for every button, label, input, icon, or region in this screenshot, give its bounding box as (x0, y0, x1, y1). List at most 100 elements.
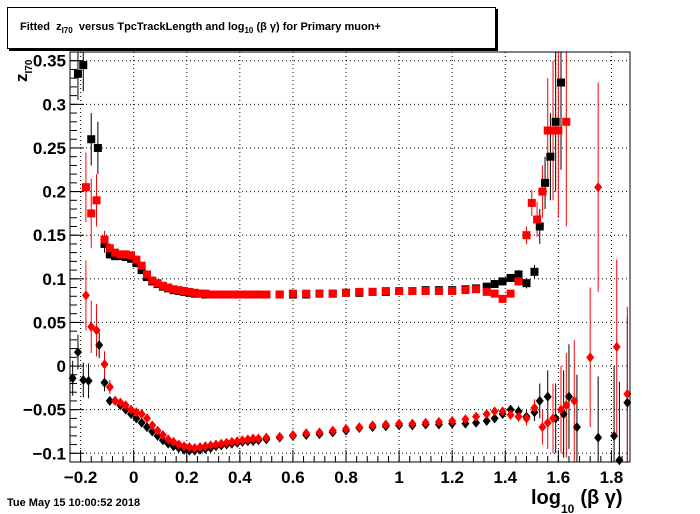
data-point-diamond (586, 352, 595, 363)
data-point-square (142, 270, 151, 279)
x-tick-label: 1.2 (440, 468, 464, 487)
data-point-square (434, 287, 443, 296)
data-point-diamond (421, 417, 430, 428)
data-point-diamond (84, 375, 93, 386)
data-point-diamond (243, 434, 252, 445)
data-point-square (448, 287, 457, 296)
x-tick-label: 0.4 (228, 468, 252, 487)
data-point-diamond (249, 433, 258, 444)
data-point-square (227, 290, 236, 299)
y-tick-label: −0.1 (32, 444, 66, 463)
data-point-diamond (514, 406, 523, 417)
x-tick-label: 0.8 (334, 468, 358, 487)
data-point-diamond (535, 395, 544, 406)
data-point-square (222, 290, 231, 299)
data-point-diamond (201, 441, 210, 452)
x-tick-label: 1.6 (547, 468, 571, 487)
data-point-diamond (302, 428, 311, 439)
title-suffix: (β γ) for Primary muon+ (256, 20, 381, 33)
y-tick-label: 0.05 (33, 313, 66, 332)
y-axis-title: zI70 (12, 59, 35, 82)
data-point-diamond (570, 395, 579, 406)
data-point-diamond (121, 400, 130, 411)
data-point-diamond (227, 436, 236, 447)
data-point-square (100, 239, 109, 248)
data-point-square (498, 277, 507, 286)
data-point-diamond (482, 409, 491, 420)
data-point-diamond (448, 416, 457, 426)
data-point-diamond (408, 418, 417, 429)
data-point-square (87, 209, 96, 218)
data-point-square (169, 285, 178, 294)
data-point-diamond (543, 391, 552, 402)
data-point-square (482, 282, 491, 291)
data-point-diamond (342, 423, 351, 434)
data-point-square (206, 290, 215, 299)
y-axis-title-sub: I70 (24, 59, 35, 73)
data-point-square (302, 289, 311, 298)
data-point-square (408, 287, 417, 296)
data-point-diamond (196, 442, 205, 453)
data-point-square (556, 78, 565, 87)
tick-labels: −0.2 0 0.2 0.4 0.6 0.8 1 1.2 1.4 1.6 1.8 −0.1 −0.05 0… (23, 52, 623, 487)
data-point-square (87, 135, 96, 144)
data-point-square (461, 286, 470, 295)
data-point-diamond (594, 182, 603, 193)
x-tick-label: −0.2 (64, 468, 98, 487)
data-point-diamond (530, 402, 539, 413)
data-point-square (201, 289, 210, 298)
data-point-diamond (594, 432, 603, 443)
data-point-diamond (506, 404, 515, 415)
title-prefix: Fitted (20, 20, 50, 33)
data-point-diamond (238, 435, 247, 446)
data-point-diamond (92, 325, 101, 336)
data-point-diamond (514, 411, 523, 422)
data-point-square (249, 290, 258, 299)
data-point-diamond (105, 381, 114, 392)
data-point-square (254, 290, 263, 299)
data-point-diamond (217, 438, 226, 449)
data-point-square (530, 267, 539, 276)
data-point-diamond (355, 422, 364, 433)
data-point-square (92, 196, 101, 205)
x-axis-title-main: log (531, 487, 561, 509)
data-point-diamond (137, 417, 146, 428)
data-point-square (543, 126, 552, 135)
x-tick-label: 0 (129, 468, 138, 487)
data-point-square (211, 290, 220, 299)
data-point-diamond (564, 391, 573, 402)
y-tick-label: 0.15 (33, 226, 66, 245)
data-point-diamond (158, 435, 167, 446)
data-point-square (498, 294, 507, 303)
data-point-square (538, 187, 547, 196)
data-point-diamond (79, 375, 88, 385)
data-point-diamond (562, 400, 571, 411)
data-point-diamond (148, 426, 157, 437)
data-point-diamond (275, 431, 284, 442)
data-point-square (164, 283, 173, 292)
data-point-square (395, 287, 404, 296)
data-point-diamond (222, 437, 231, 448)
data-point-square (342, 288, 351, 297)
data-point-square (153, 279, 162, 288)
data-point-diamond (233, 436, 242, 447)
data-point-diamond (615, 455, 624, 466)
data-point-diamond (137, 409, 146, 420)
data-point-diamond (254, 433, 263, 444)
data-point-diamond (262, 432, 271, 443)
x-axis-title-suffix: (β γ) (580, 487, 622, 509)
data-point-diamond (153, 425, 162, 436)
data-point-square (368, 287, 377, 296)
data-point-square (275, 290, 284, 299)
axis-titles: log10 (β γ) zI70 (12, 59, 623, 514)
data-point-square (549, 126, 558, 135)
data-point-square (514, 277, 523, 286)
data-point-diamond (395, 418, 404, 429)
data-point-square (482, 287, 491, 296)
data-point-square (158, 281, 167, 290)
data-point-square (81, 183, 90, 192)
data-point-diamond (153, 430, 162, 441)
title-log-sub: 10 (244, 26, 254, 36)
data-point-square (190, 288, 199, 297)
y-tick-label: 0.3 (42, 95, 66, 114)
